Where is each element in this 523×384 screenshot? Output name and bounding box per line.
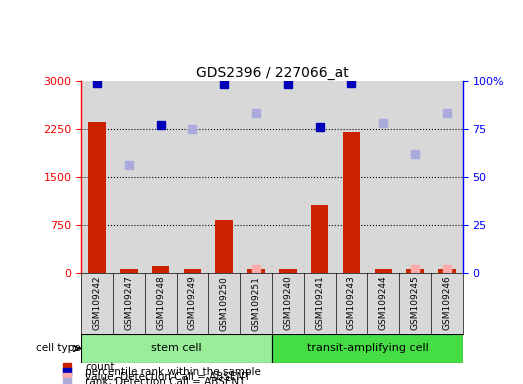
Title: GDS2396 / 227066_at: GDS2396 / 227066_at: [196, 66, 348, 79]
Bar: [343, 132, 360, 273]
Bar: [272, 334, 463, 363]
Text: stem cell: stem cell: [151, 343, 202, 354]
Text: GSM109246: GSM109246: [442, 276, 451, 331]
Bar: [81, 334, 272, 363]
Text: GSM109240: GSM109240: [283, 276, 292, 331]
Text: percentile rank within the sample: percentile rank within the sample: [85, 367, 262, 377]
Bar: [438, 270, 456, 273]
Bar: [279, 270, 297, 273]
Bar: [215, 220, 233, 273]
Text: count: count: [85, 362, 115, 372]
Text: GSM109247: GSM109247: [124, 276, 133, 331]
Text: rank, Detection Call = ABSENT: rank, Detection Call = ABSENT: [85, 377, 246, 384]
Text: GSM109243: GSM109243: [347, 276, 356, 331]
Text: GSM109244: GSM109244: [379, 276, 388, 330]
Text: GSM109251: GSM109251: [252, 276, 260, 331]
Bar: [120, 270, 138, 273]
Bar: [152, 266, 169, 273]
Text: GSM109245: GSM109245: [411, 276, 419, 331]
Bar: [406, 270, 424, 273]
Text: GSM109248: GSM109248: [156, 276, 165, 331]
Text: GSM109249: GSM109249: [188, 276, 197, 331]
Text: value, Detection Call = ABSENT: value, Detection Call = ABSENT: [85, 372, 251, 382]
Bar: [374, 270, 392, 273]
Text: cell type: cell type: [36, 343, 81, 354]
Text: GSM109250: GSM109250: [220, 276, 229, 331]
Bar: [311, 205, 328, 273]
Text: transit-amplifying cell: transit-amplifying cell: [306, 343, 428, 354]
Bar: [247, 270, 265, 273]
Text: GSM109242: GSM109242: [93, 276, 101, 330]
Bar: [184, 270, 201, 273]
Bar: [88, 122, 106, 273]
Text: GSM109241: GSM109241: [315, 276, 324, 331]
